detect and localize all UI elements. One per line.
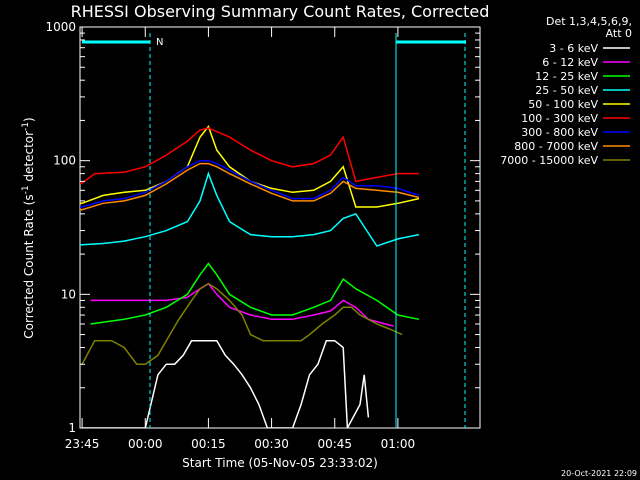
series-line-300-800-kev (80, 159, 420, 208)
x-tick-label: 00:45 (317, 437, 352, 451)
x-axis-label: Start Time (05-Nov-05 23:33:02) (182, 456, 378, 470)
overlay-layer: N (82, 33, 466, 428)
legend-label-7000-15000-kev: 7000 - 15000 keV (500, 154, 598, 167)
legend-header-line-2: Att 0 (606, 27, 632, 40)
legend-label-100-300-kev: 100 - 300 keV (521, 112, 598, 125)
legend-label-300-800-kev: 300 - 800 keV (521, 126, 598, 139)
x-tick-label: 00:15 (191, 437, 226, 451)
x-tick-label: 00:30 (254, 437, 289, 451)
legend-label-800-7000-kev: 800 - 7000 keV (514, 140, 598, 153)
series-line-100-300-kev (80, 127, 419, 184)
legend-header-line-1: Det 1,3,4,5,6,9, (546, 15, 632, 28)
legend-label-12-25-kev: 12 - 25 keV (535, 70, 598, 83)
footer-date: 20-Oct-2021 22:09 (561, 469, 637, 478)
series-line-7000-15000-kev (80, 282, 403, 365)
y-tick-label: 1 (68, 421, 76, 435)
x-tick-label: 00:00 (128, 437, 163, 451)
chart-title: RHESSI Observing Summary Count Rates, Co… (71, 2, 490, 21)
y-tick-label: 1000 (45, 20, 76, 34)
plot-frame (79, 26, 481, 429)
series-line-25-50-kev (80, 171, 420, 247)
series-line-3-6-kev (82, 339, 370, 428)
x-tick-label: 23:45 (65, 437, 100, 451)
y-tick-label: 100 (53, 154, 76, 168)
legend-label-25-50-kev: 25 - 50 keV (535, 84, 598, 97)
series-line-12-25-kev (90, 262, 420, 325)
y-axis-label: Corrected Count Rate (s-1 detector-1) (21, 117, 36, 338)
series-layer (80, 124, 420, 428)
tick-layer: 1 10 100 1000 23:45 00:00 00:15 00:30 00:45 01:00 (45, 20, 480, 451)
series-line-800-7000-kev (80, 162, 420, 211)
flag-label: N (156, 37, 163, 48)
legend-label-3-6-kev: 3 - 6 keV (549, 42, 598, 55)
legend-label-50-100-kev: 50 - 100 keV (528, 98, 598, 111)
x-tick-label: 01:00 (381, 437, 416, 451)
legend-label-6-12-kev: 6 - 12 keV (542, 56, 598, 69)
y-tick-label: 10 (61, 287, 76, 301)
series-line-50-100-kev (80, 124, 420, 208)
series-line-6-12-kev (90, 282, 394, 327)
